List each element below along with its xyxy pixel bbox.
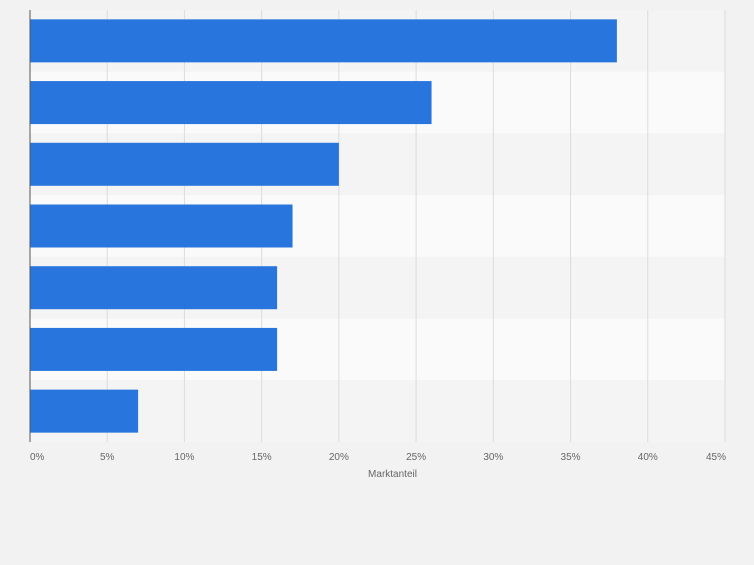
x-tick-label: 5% <box>100 452 115 463</box>
bar <box>30 327 278 371</box>
x-tick-label: 25% <box>406 452 426 463</box>
bar <box>30 266 278 310</box>
x-tick-label: 35% <box>561 452 581 463</box>
x-tick-label: 20% <box>329 452 349 463</box>
x-tick-label: 0% <box>30 452 45 463</box>
bar <box>30 19 617 63</box>
bar <box>30 389 139 433</box>
x-tick-label: 15% <box>252 452 272 463</box>
x-tick-label: 30% <box>483 452 503 463</box>
x-tick-label: 40% <box>638 452 658 463</box>
bar <box>30 81 432 125</box>
x-tick-labels: 0% 5% 10% 15% 20% 25% 30% 35% 40% 45% <box>30 452 726 463</box>
bar <box>30 142 339 186</box>
bars <box>30 19 617 433</box>
x-tick-label: 45% <box>706 452 726 463</box>
row-band <box>30 380 725 442</box>
x-axis-title: Marktanteil <box>368 469 417 480</box>
bar <box>30 204 293 248</box>
x-tick-label: 10% <box>174 452 194 463</box>
